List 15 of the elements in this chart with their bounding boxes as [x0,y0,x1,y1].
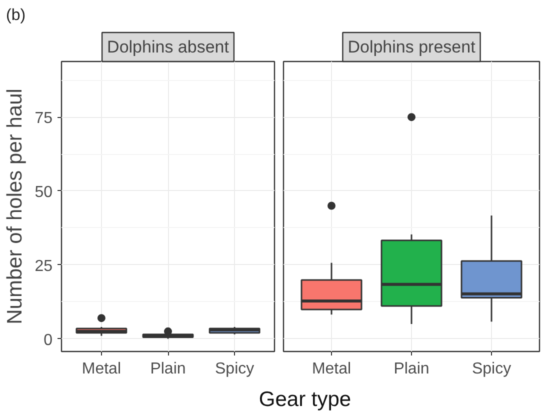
x-tick-label: Plain [150,360,186,378]
x-axis-title: Gear type [258,387,352,413]
x-tick-label: Metal [82,360,121,378]
x-tick-label: Plain [394,360,430,378]
chart-title: Dolphins present [348,38,476,56]
y-tick-label: 0 [44,332,53,349]
y-tick-label: 25 [34,258,53,275]
x-tick-label: Spicy [472,360,512,378]
y-axis-title: Number of holes per haul [4,88,27,324]
y-tick-label: 50 [34,184,53,201]
x-tick-label: Metal [312,360,352,378]
text: (b) [6,6,26,26]
chart-title: Dolphins absent [107,38,230,56]
y-tick-label: 75 [34,110,53,128]
x-tick-label: Spicy [215,360,254,378]
